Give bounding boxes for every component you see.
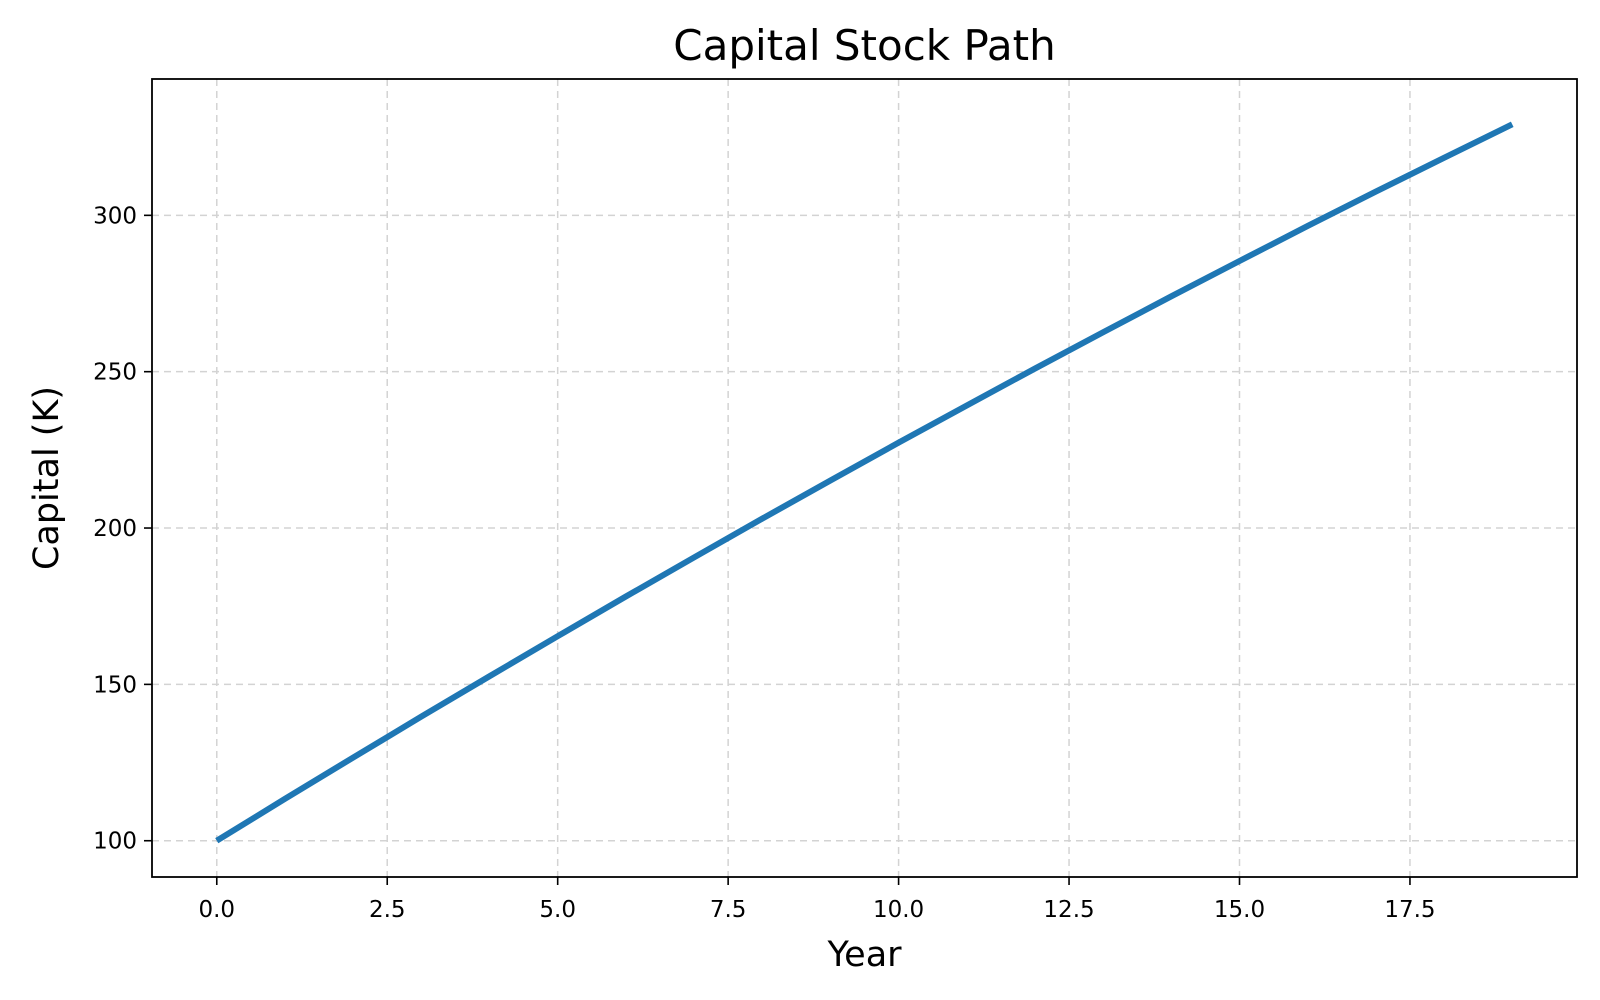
y-tick-label: 150 [93, 672, 137, 698]
plot-area-frame [151, 78, 1578, 878]
x-tick-label: 7.5 [710, 897, 747, 923]
series-layer [215, 121, 1514, 844]
x-axis-label: Year [826, 935, 902, 975]
x-tick-label: 0.0 [198, 897, 235, 923]
x-tick-label: 2.5 [369, 897, 406, 923]
x-tick-label: 17.5 [1384, 897, 1435, 923]
y-tick-label: 200 [93, 516, 137, 542]
y-tick-label: 250 [93, 360, 137, 386]
x-tick-label: 12.5 [1043, 897, 1094, 923]
y-tick-label: 100 [93, 829, 137, 855]
y-tick-label: 300 [93, 203, 137, 229]
x-tick-label: 5.0 [539, 897, 576, 923]
y-axis-label: Capital (K) [27, 386, 67, 570]
y-axis-tick-labels: 100 150 200 250 300 [93, 203, 137, 854]
x-tick-label: 15.0 [1214, 897, 1265, 923]
grid [152, 79, 1577, 877]
x-axis-tick-labels: 0.0 2.5 5.0 7.5 10.0 12.5 15.0 17.5 [198, 897, 1435, 923]
x-tick-label: 10.0 [873, 897, 924, 923]
chart-title: Capital Stock Path [673, 21, 1055, 70]
series-line [215, 121, 1514, 844]
tick-marks [144, 214, 1411, 885]
